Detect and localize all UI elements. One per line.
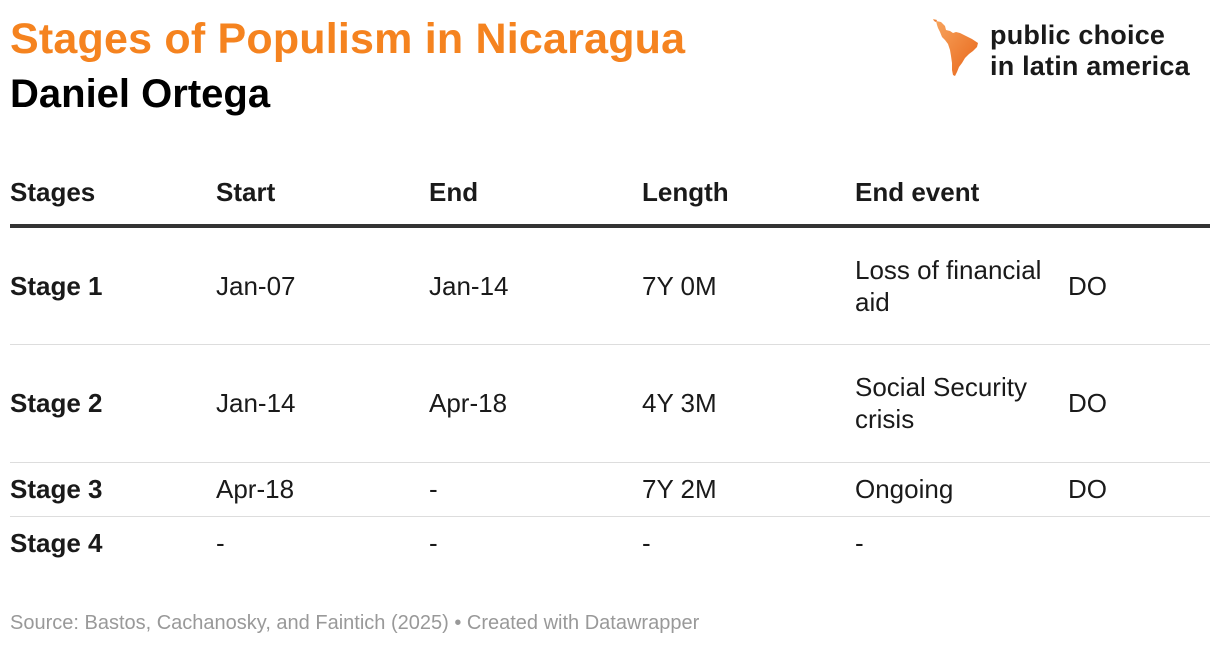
chart-subtitle: Daniel Ortega (10, 72, 271, 116)
cell-start: Jan-14 (216, 344, 429, 463)
chart-footer: Source: Bastos, Cachanosky, and Faintich… (10, 612, 699, 635)
cell-tag: DO (1068, 462, 1210, 517)
cell-length: 7Y 0M (642, 226, 855, 345)
cell-stage: Stage 4 (10, 528, 103, 559)
footer-separator: • (454, 612, 462, 634)
header-start: Start (216, 160, 429, 228)
brand-logo[interactable]: public choice in latin america (932, 18, 1192, 82)
chart-title: Stages of Populism in Nicaragua (10, 15, 686, 63)
cell-end-event: Ongoing (855, 462, 1068, 517)
latin-america-map-icon (933, 19, 978, 76)
cell-length: - (642, 528, 651, 559)
datawrapper-credit-link[interactable]: Created with Datawrapper (466, 612, 700, 634)
cell-end: - (429, 528, 438, 559)
cell-end-event: Social Security crisis (855, 344, 1068, 463)
table-row: Stage 2 Jan-14 Apr-18 4Y 3M Social Secur… (10, 344, 1210, 463)
table-header-row: Stages Start End Length End event (10, 160, 1210, 228)
header-tag (1068, 160, 1210, 228)
cell-start: - (216, 528, 225, 559)
cell-length: 4Y 3M (642, 344, 855, 463)
cell-stage: Stage 3 (10, 462, 216, 517)
header-end: End (429, 160, 642, 228)
cell-start: Apr-18 (216, 462, 429, 517)
cell-stage: Stage 1 (10, 226, 216, 345)
cell-end: Apr-18 (429, 344, 642, 463)
table-row: Stage 3 Apr-18 - 7Y 2M Ongoing DO (10, 462, 1210, 517)
table-row: Stage 1 Jan-07 Jan-14 7Y 0M Loss of fina… (10, 226, 1210, 345)
cell-tag: DO (1068, 344, 1210, 463)
cell-end-event: - (855, 528, 864, 559)
header-length: Length (642, 160, 855, 228)
header-end-event: End event (855, 160, 1068, 228)
brand-line-1: public choice (990, 20, 1166, 50)
cell-tag (1068, 516, 1210, 570)
cell-end-event: Loss of financial aid (855, 226, 1068, 345)
brand-name: public choice in latin america (990, 20, 1190, 82)
cell-start: Jan-07 (216, 226, 429, 345)
cell-end: - (429, 462, 642, 517)
cell-tag: DO (1068, 226, 1210, 345)
table-row: Stage 4 - - - - (10, 516, 1210, 570)
cell-end: Jan-14 (429, 226, 642, 345)
brand-line-2: in latin america (990, 51, 1190, 81)
cell-stage: Stage 2 (10, 344, 216, 463)
stages-table: Stages Start End Length End event Stage … (10, 160, 1210, 570)
source-note: Source: Bastos, Cachanosky, and Faintich… (10, 612, 449, 634)
header-stages: Stages (10, 160, 216, 228)
cell-length: 7Y 2M (642, 462, 855, 517)
